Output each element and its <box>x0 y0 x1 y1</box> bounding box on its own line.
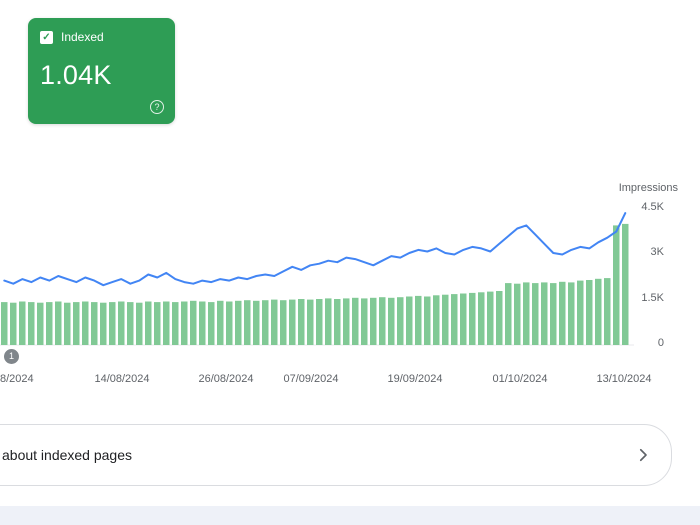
y-tick-1-5k: 1.5K <box>641 292 664 304</box>
viewport-edge <box>0 506 700 525</box>
learn-more-card[interactable]: about indexed pages <box>0 424 672 486</box>
x-tick-3: 07/09/2024 <box>283 373 339 385</box>
x-tick-6: 13/10/2024 <box>596 373 652 385</box>
metric-label: Indexed <box>61 30 104 44</box>
chevron-right-icon <box>631 443 655 467</box>
impressions-chart[interactable] <box>0 195 640 355</box>
indexed-checkbox[interactable]: ✓ <box>40 30 53 44</box>
x-tick-4: 19/09/2024 <box>387 373 443 385</box>
metric-value: 1.04K <box>40 60 112 90</box>
y-tick-3k: 3K <box>650 246 664 258</box>
x-tick-0: 8/2024 <box>0 373 34 385</box>
x-tick-5: 01/10/2024 <box>492 373 548 385</box>
y-tick-0: 0 <box>657 337 664 349</box>
x-tick-1: 14/08/2024 <box>94 373 150 385</box>
metric-card-header: ✓ Indexed <box>40 30 163 44</box>
help-icon[interactable]: ? <box>150 100 164 114</box>
indexed-metric-card[interactable]: ✓ Indexed 1.04K ? <box>28 18 175 124</box>
learn-more-label: about indexed pages <box>2 447 132 463</box>
impressions-axis-title: Impressions <box>618 182 678 194</box>
y-tick-4-5k: 4.5K <box>641 201 664 213</box>
x-tick-2: 26/08/2024 <box>198 373 254 385</box>
annotation-marker[interactable]: 1 <box>4 349 19 364</box>
